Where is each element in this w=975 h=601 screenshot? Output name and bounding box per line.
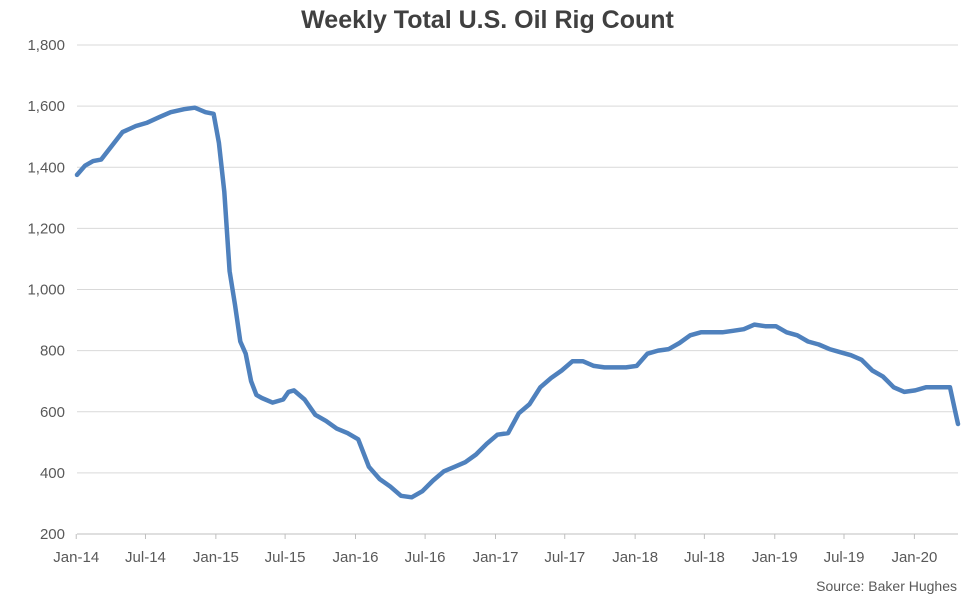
y-tick-label: 400	[40, 465, 65, 482]
y-tick-label: 200	[40, 526, 65, 543]
x-tick-label: Jul-15	[265, 549, 306, 566]
x-tick-label: Jan-18	[612, 549, 658, 566]
y-tick-label: 1,200	[27, 220, 65, 237]
gridlines	[77, 44, 958, 535]
x-tick-label: Jan-14	[53, 549, 99, 566]
chart-title: Weekly Total U.S. Oil Rig Count	[301, 6, 674, 34]
y-tick-label: 1,000	[27, 282, 65, 299]
y-tick-label: 1,800	[27, 37, 65, 54]
x-tick-label: Jan-16	[333, 549, 379, 566]
x-tick-label: Jan-15	[193, 549, 239, 566]
x-tick-label: Jul-19	[824, 549, 865, 566]
y-tick-label: 800	[40, 343, 65, 360]
y-tick-label: 1,400	[27, 159, 65, 176]
series-line	[74, 105, 961, 500]
source-note: Source: Baker Hughes	[816, 578, 957, 594]
x-tick-label: Jul-17	[544, 549, 585, 566]
x-tick-label: Jul-18	[684, 549, 725, 566]
x-tick-label: Jan-19	[752, 549, 798, 566]
axes: 200 400 600 800 1,000 1,200 1,400 1,600 1,800 Jan…	[27, 37, 958, 566]
x-tick-label: Jul-16	[405, 549, 446, 566]
y-tick-label: 1,600	[27, 98, 65, 115]
x-tick-label: Jan-20	[891, 549, 937, 566]
series-layer	[74, 105, 961, 500]
y-tick-label: 600	[40, 404, 65, 421]
x-tick-label: Jul-14	[125, 549, 166, 566]
x-tick-label: Jan-17	[473, 549, 519, 566]
